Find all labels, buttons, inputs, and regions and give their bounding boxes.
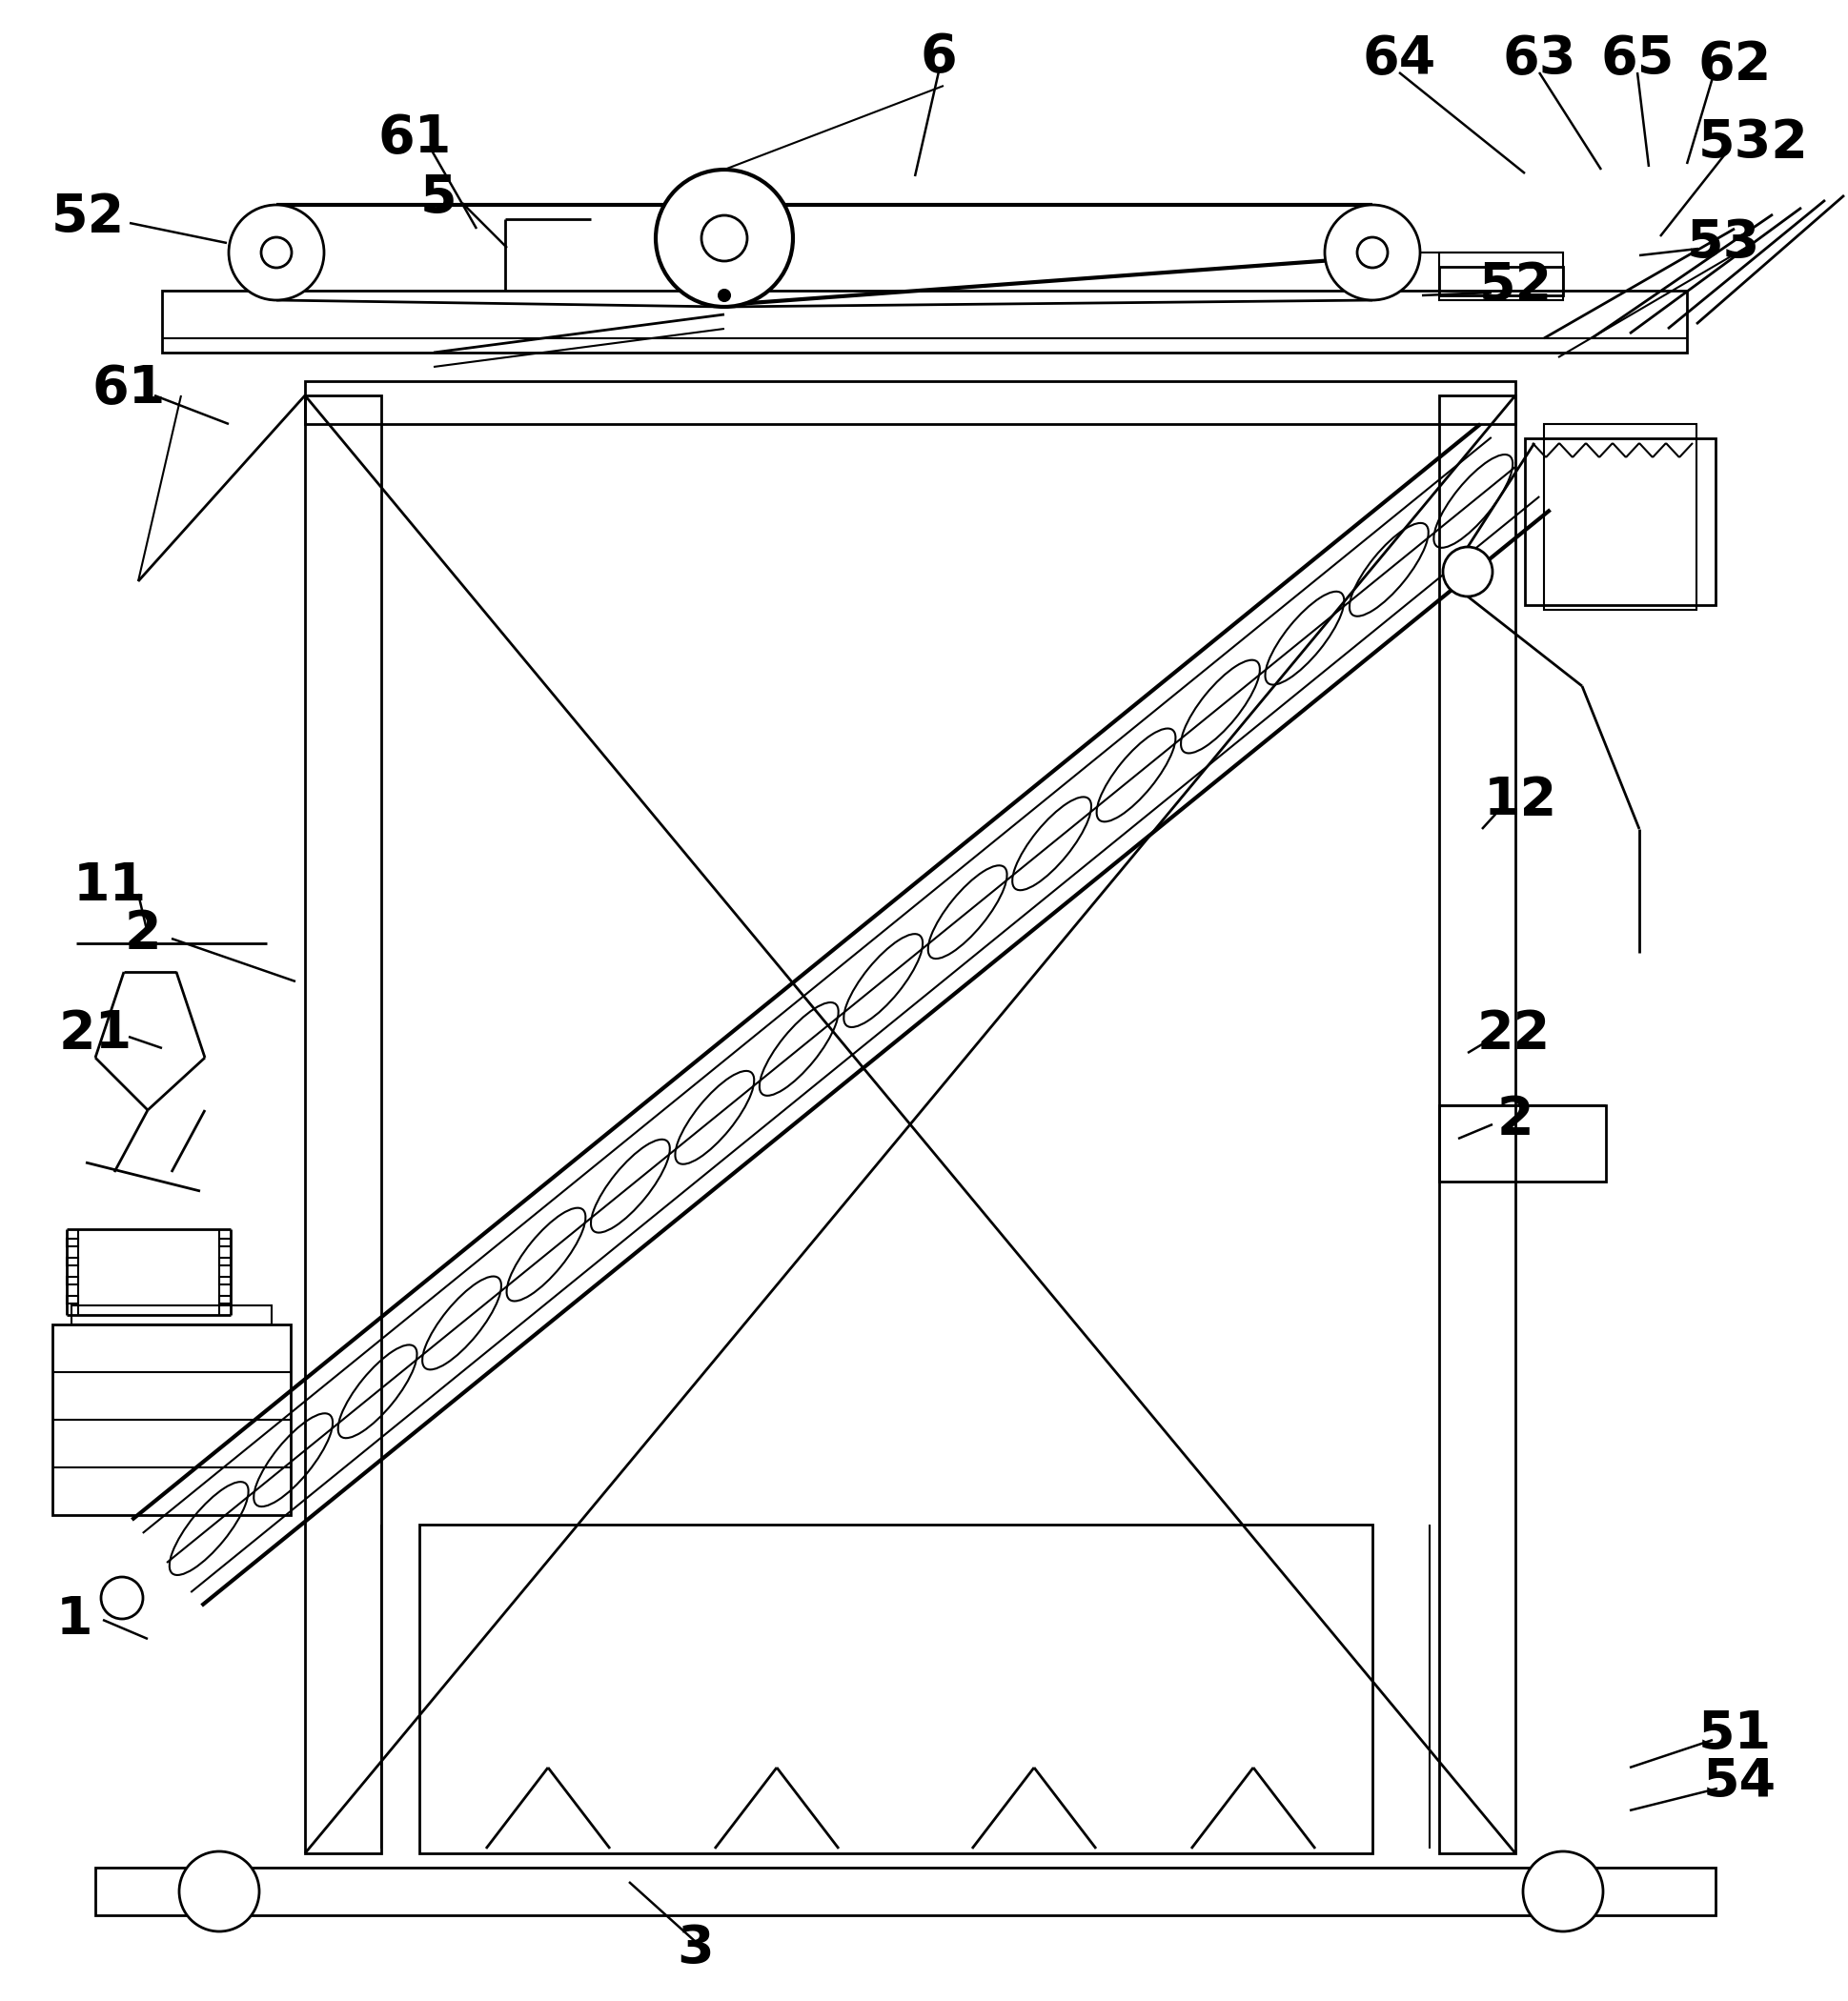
Bar bbox=[67, 1297, 78, 1303]
Bar bbox=[1543, 424, 1696, 610]
Circle shape bbox=[261, 238, 292, 268]
Bar bbox=[220, 1277, 231, 1285]
Text: 53: 53 bbox=[1687, 218, 1759, 268]
Bar bbox=[67, 1277, 78, 1285]
Text: 51: 51 bbox=[1698, 1709, 1772, 1761]
Circle shape bbox=[1443, 546, 1493, 596]
Bar bbox=[220, 1239, 231, 1247]
Text: 5: 5 bbox=[419, 172, 456, 224]
Circle shape bbox=[1356, 238, 1388, 268]
Text: 61: 61 bbox=[92, 362, 166, 414]
Text: 54: 54 bbox=[1702, 1757, 1776, 1807]
Text: 11: 11 bbox=[72, 860, 146, 912]
Text: 12: 12 bbox=[1484, 774, 1558, 826]
Bar bbox=[1440, 396, 1515, 1853]
Bar bbox=[163, 290, 1687, 352]
Text: 1: 1 bbox=[55, 1595, 92, 1645]
Text: 52: 52 bbox=[1478, 260, 1552, 312]
Text: 52: 52 bbox=[52, 192, 124, 242]
Bar bbox=[96, 1867, 1715, 1915]
Text: 22: 22 bbox=[1477, 1009, 1550, 1061]
Circle shape bbox=[102, 1577, 142, 1619]
Text: 3: 3 bbox=[678, 1923, 713, 1975]
Bar bbox=[305, 396, 381, 1853]
Bar bbox=[1440, 252, 1563, 300]
Bar bbox=[72, 1305, 272, 1325]
Text: 61: 61 bbox=[377, 112, 451, 164]
Bar bbox=[67, 1239, 78, 1247]
Bar bbox=[419, 1525, 1373, 1853]
Text: 65: 65 bbox=[1600, 34, 1674, 84]
Bar bbox=[220, 1259, 231, 1265]
Bar bbox=[1440, 266, 1563, 296]
Bar bbox=[1440, 1105, 1606, 1181]
Circle shape bbox=[229, 204, 323, 300]
Text: 63: 63 bbox=[1502, 34, 1576, 84]
Bar bbox=[67, 1259, 78, 1265]
Circle shape bbox=[702, 216, 747, 260]
Text: 532: 532 bbox=[1698, 118, 1809, 168]
Bar bbox=[52, 1325, 290, 1515]
Text: 62: 62 bbox=[1698, 40, 1772, 90]
Bar bbox=[220, 1297, 231, 1303]
Bar bbox=[1525, 438, 1715, 604]
Circle shape bbox=[1325, 204, 1419, 300]
Text: 64: 64 bbox=[1362, 34, 1436, 84]
Circle shape bbox=[656, 170, 793, 306]
Circle shape bbox=[179, 1851, 259, 1931]
Circle shape bbox=[719, 290, 730, 300]
Text: 21: 21 bbox=[59, 1009, 131, 1061]
Text: 2: 2 bbox=[1497, 1095, 1534, 1145]
Text: 2: 2 bbox=[124, 908, 161, 960]
Circle shape bbox=[1523, 1851, 1602, 1931]
Bar bbox=[305, 380, 1515, 424]
Text: 6: 6 bbox=[920, 32, 957, 82]
